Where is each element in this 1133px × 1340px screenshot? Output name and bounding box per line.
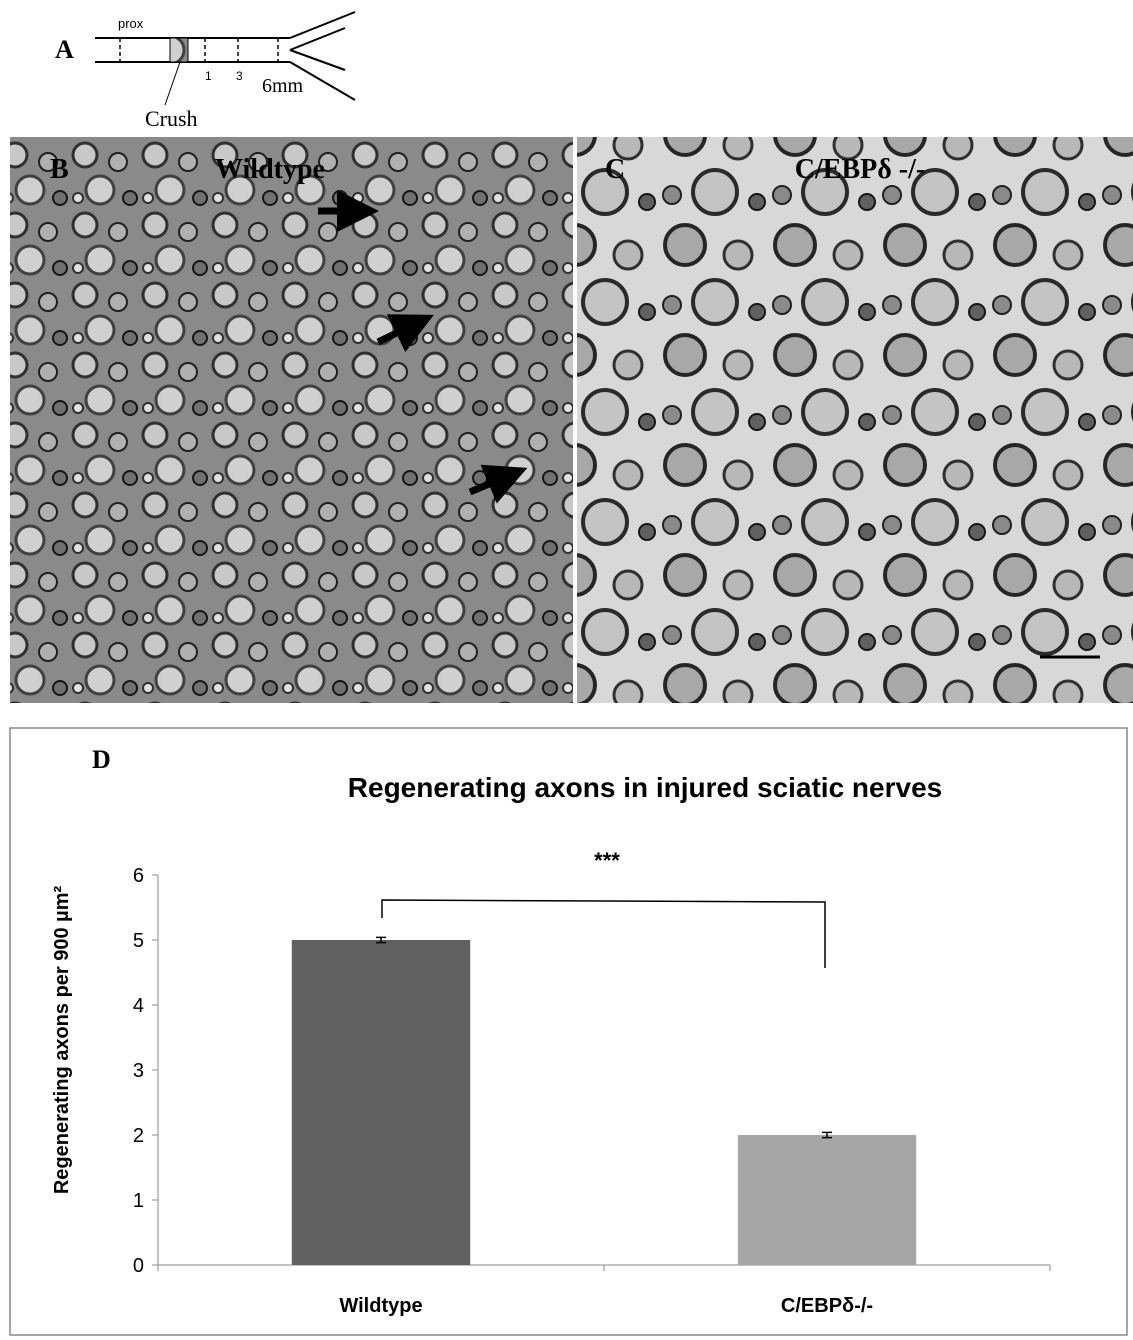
- panel-title: Wildtype: [215, 154, 325, 185]
- crush-site: [170, 38, 188, 62]
- panel-label: C: [605, 154, 625, 185]
- chart-title: Regenerating axons in injured sciatic ne…: [348, 772, 942, 803]
- mark-label: 1: [205, 69, 212, 83]
- micrograph: [577, 137, 1133, 703]
- significance: ***: [594, 848, 620, 873]
- panel-title: C/EBPδ -/-: [795, 154, 925, 185]
- panel-c: C C/EBPδ -/-: [577, 137, 1133, 703]
- y-axis-label: Regenerating axons per 900 µm²: [51, 886, 73, 1195]
- branch: [290, 28, 345, 50]
- panel-label: B: [50, 154, 69, 185]
- y-tick-label: 4: [133, 995, 144, 1017]
- bar: [292, 940, 470, 1265]
- chart-frame: [10, 728, 1127, 1335]
- crush-pointer: [165, 62, 180, 105]
- y-tick-label: 2: [133, 1125, 144, 1147]
- y-tick-label: 5: [133, 930, 144, 952]
- micrograph: [10, 137, 573, 703]
- branch: [290, 12, 355, 38]
- y-tick-label: 0: [133, 1255, 144, 1277]
- y-tick-label: 6: [133, 865, 144, 887]
- x-tick-label: Wildtype: [339, 1295, 422, 1317]
- panel-d: D Regenerating axons in injured sciatic …: [10, 728, 1127, 1335]
- section-lines: [120, 38, 278, 62]
- mark-label: 6mm: [262, 75, 304, 97]
- prox-label: prox: [118, 16, 144, 31]
- y-tick-label: 1: [133, 1190, 144, 1212]
- mark-label: 3: [236, 69, 243, 83]
- x-tick-label: C/EBPδ-/-: [781, 1295, 873, 1317]
- figure: A prox 1 3 6mm Crush B Wildtype C C/EBP: [0, 0, 1133, 1340]
- panel-b: B Wildtype: [10, 137, 573, 703]
- bar: [738, 1135, 916, 1265]
- panel-label: D: [92, 745, 111, 774]
- panel-label: A: [55, 35, 74, 64]
- crush-label: Crush: [145, 106, 198, 131]
- y-tick-label: 3: [133, 1060, 144, 1082]
- panel-a: A prox 1 3 6mm Crush: [55, 12, 355, 131]
